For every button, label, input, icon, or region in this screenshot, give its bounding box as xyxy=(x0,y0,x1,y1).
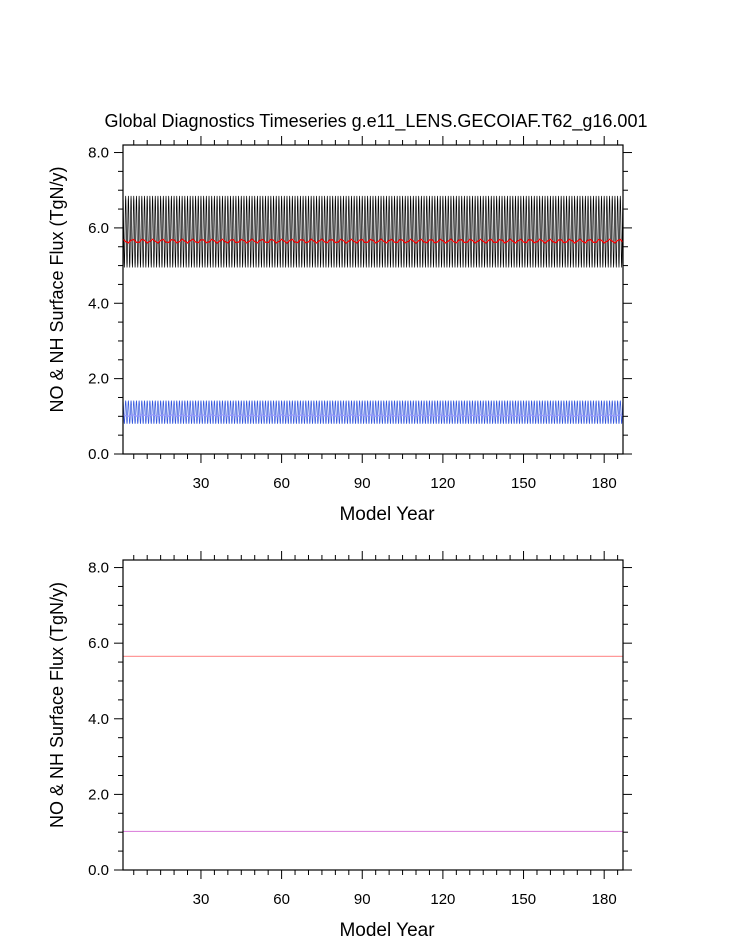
y-tick-label: 2.0 xyxy=(88,786,109,803)
x-tick-label: 180 xyxy=(592,891,617,908)
x-tick-label: 30 xyxy=(193,475,210,492)
y-tick-label: 2.0 xyxy=(88,371,109,388)
x-tick-label: 90 xyxy=(354,891,371,908)
x-ticks xyxy=(133,551,619,879)
x-tick-label: 150 xyxy=(511,475,536,492)
x-axis-label: Model Year xyxy=(339,504,435,525)
x-tick-label: 150 xyxy=(511,891,536,908)
y-tick-label: 0.0 xyxy=(88,862,109,879)
series-line-1 xyxy=(123,238,623,244)
y-tick-label: 8.0 xyxy=(88,560,109,577)
bottom-panel: 30 60 90 120 150 180 0.0 2.0 4.0 6.0 8.0 Model Year… xyxy=(47,551,632,941)
x-tick-label: 30 xyxy=(193,891,210,908)
y-tick-label: 4.0 xyxy=(88,295,109,312)
series-line-3 xyxy=(123,414,623,417)
x-tick-label: 120 xyxy=(430,891,455,908)
series-line-2 xyxy=(123,400,623,424)
x-tick-label: 120 xyxy=(430,475,455,492)
plot-area xyxy=(123,195,623,424)
x-tick-label: 60 xyxy=(273,475,290,492)
plot-area xyxy=(123,655,623,833)
x-axis-label: Model Year xyxy=(339,920,435,941)
y-axis-label: NO & NH Surface Flux (TgN/y) xyxy=(47,582,67,828)
y-tick-label: 6.0 xyxy=(88,220,109,237)
plot-frame xyxy=(122,144,624,455)
series-line-0 xyxy=(123,195,623,268)
x-tick-label: 60 xyxy=(273,891,290,908)
x-tick-label: 180 xyxy=(592,475,617,492)
y-ticks xyxy=(114,567,632,871)
y-tick-label: 6.0 xyxy=(88,635,109,652)
y-tick-label: 0.0 xyxy=(88,446,109,463)
y-axis-label: NO & NH Surface Flux (TgN/y) xyxy=(47,166,67,412)
top-panel: 30 60 90 120 150 180 0.0 2.0 4.0 6.0 8.0 Model Year… xyxy=(47,136,632,525)
y-tick-label: 8.0 xyxy=(88,145,109,162)
x-ticks xyxy=(133,136,619,463)
figure-title: Global Diagnostics Timeseries g.e11_LENS… xyxy=(105,111,648,132)
plot-frame xyxy=(122,559,624,871)
y-ticks xyxy=(114,152,632,455)
y-tick-label: 4.0 xyxy=(88,711,109,728)
x-tick-label: 90 xyxy=(354,475,371,492)
